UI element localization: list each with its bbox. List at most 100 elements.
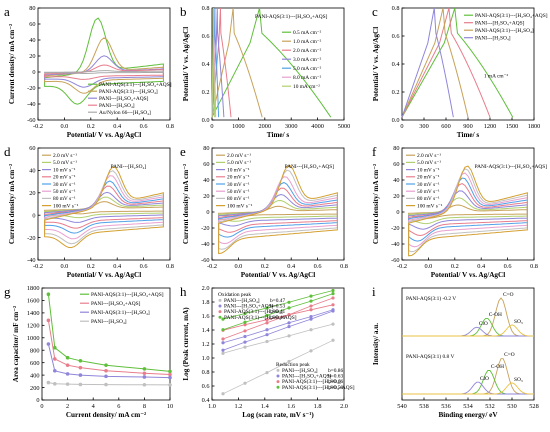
x-tick-label: 1.2	[234, 403, 242, 410]
data-point	[331, 309, 335, 313]
data-point	[309, 308, 313, 312]
y-tick-label: 0.6	[392, 33, 400, 40]
legend-entry: 30 mV s⁻¹	[53, 182, 76, 188]
legend-entry: PANI---[H₂SO₄]	[224, 298, 260, 304]
x-tick-label: 530	[507, 403, 516, 410]
y-axis-label: Potential/ V vs. Ag/AgCl	[372, 27, 380, 101]
data-point	[309, 304, 313, 308]
x-tick-label: 0.8	[166, 123, 174, 130]
data-point	[331, 303, 335, 307]
y-tick-label: 20	[29, 190, 35, 197]
fit-line	[222, 304, 334, 331]
y-tick-label: 1200	[27, 323, 40, 330]
y-tick-label: 0.6	[202, 33, 210, 40]
x-tick-label: -0.2	[207, 263, 217, 270]
legend-entry: 10 mA cm⁻²	[293, 84, 320, 90]
y-tick-label: 1000	[27, 335, 40, 342]
legend-slope: b=0.53	[270, 304, 285, 310]
fit-line	[222, 297, 334, 340]
x-tick-label: 0	[40, 403, 43, 410]
y-tick-label: 0	[396, 209, 399, 216]
data-point	[243, 381, 247, 385]
legend-entry: 1.0 mA cm⁻²	[293, 39, 322, 45]
legend-entry: PANI---[H₂SO₄]	[91, 319, 127, 325]
y-tick-label: 1800	[27, 285, 40, 292]
y-tick-label: -40	[391, 241, 399, 248]
rate-point	[142, 375, 147, 379]
gcd-curve	[211, 7, 263, 118]
data-point	[309, 349, 313, 353]
y-tick-label: 60	[29, 21, 35, 28]
legend-slope: b=0.47	[270, 298, 285, 304]
y-tick-label: -60	[391, 257, 399, 264]
panel-title: PANI-AQS(3:1)---[H₂SO₄+AQS]	[475, 163, 548, 170]
rate-point	[65, 372, 70, 376]
data-point	[265, 328, 269, 332]
y-tick-label: 40	[203, 177, 209, 184]
spectrum-label: PANI-AQS(3:1) 0.8 V	[406, 353, 454, 360]
data-point	[331, 296, 335, 300]
y-tick-label: 0.0	[202, 117, 210, 124]
y-tick-label: -40	[27, 257, 35, 264]
x-tick-label: 4000	[311, 123, 324, 130]
legend-entry: 80 mV s⁻¹	[227, 196, 250, 202]
gcd-curve	[211, 7, 220, 118]
x-tick-label: 0.8	[340, 263, 348, 270]
x-tick-label: 0.6	[504, 263, 512, 270]
y-tick-label: 0.4	[202, 61, 211, 68]
x-tick-label: 900	[463, 123, 472, 130]
x-tick-label: 2	[66, 403, 69, 410]
legend-entry: PANI---[H₂SO₄]	[282, 368, 318, 374]
y-tick-label: 80	[203, 145, 209, 152]
y-tick-label: 20	[29, 53, 35, 60]
panel-title: PANI---[H₂SO₄+AQS]	[285, 164, 335, 170]
x-tick-label: 0.6	[314, 263, 322, 270]
y-tick-label: -20	[391, 225, 399, 232]
data-point	[331, 292, 335, 296]
x-tick-label: 1200	[484, 123, 497, 130]
x-tick-label: 0.0	[60, 123, 68, 130]
y-tick-label: 400	[30, 372, 39, 379]
legend-entry: 2.0 mV s⁻¹	[417, 153, 441, 159]
x-tick-label: 10	[167, 403, 173, 410]
x-axis-label: Binding energy/ eV	[438, 411, 498, 419]
gcd-curve	[211, 7, 225, 118]
rate-point	[168, 375, 172, 380]
legend-entry: 10 mV s⁻¹	[227, 167, 250, 173]
data-point	[221, 348, 225, 352]
rate-point	[104, 368, 108, 373]
data-point	[265, 313, 269, 317]
x-tick-label: -0.2	[33, 123, 43, 130]
rate-point	[65, 355, 70, 360]
panel-b: 0 1000 2000 3000 4000 5000 0.0 0.2 0.4 0.6 0.8 Time…	[182, 5, 350, 139]
legend-slope: b=0.86	[328, 368, 343, 374]
rate-point	[46, 292, 51, 297]
x-tick-label: 0.8	[166, 263, 174, 270]
y-axis-label: Intensity/ a.u.	[372, 323, 380, 365]
y-tick-label: -20	[27, 235, 35, 242]
legend-entry: 50 mV s⁻¹	[53, 189, 76, 195]
y-tick-label: 0.2	[202, 89, 210, 96]
data-point	[287, 359, 291, 364]
y-tick-label: 0	[206, 209, 209, 216]
x-tick-label: 1000	[232, 123, 245, 130]
legend-entry: PANI-AQS(3:1)---[H₂SO₄+AQS]	[99, 81, 172, 88]
legend-entry: 80 mV s⁻¹	[53, 196, 76, 202]
panel-h: 1.0 1.2 1.4 1.6 1.8 2.0 0.4 0.6 0.8 1.0 1.2 1.4 1.6 1…	[182, 285, 355, 419]
y-tick-label: 0	[36, 397, 39, 404]
y-tick-label: 20	[393, 193, 399, 200]
legend-entry: PANI-AQS(3:1)---[H₂SO₄+AQS]	[91, 291, 164, 298]
data-point	[287, 324, 291, 329]
legend-title: Oxidation peak	[218, 292, 251, 298]
legend-title: Reduction peak	[276, 362, 310, 368]
y-tick-label: 0.8	[202, 369, 210, 376]
gcd-curve	[401, 7, 491, 118]
x-tick-label: 0.0	[234, 263, 242, 270]
y-tick-label: 600	[30, 360, 39, 367]
y-tick-label: 60	[203, 161, 209, 168]
y-tick-label: 0.2	[392, 89, 400, 96]
x-tick-label: 528	[529, 403, 538, 410]
y-tick-label: 1.6	[202, 313, 210, 320]
cv-curve	[44, 17, 164, 105]
xps-component	[402, 324, 534, 337]
